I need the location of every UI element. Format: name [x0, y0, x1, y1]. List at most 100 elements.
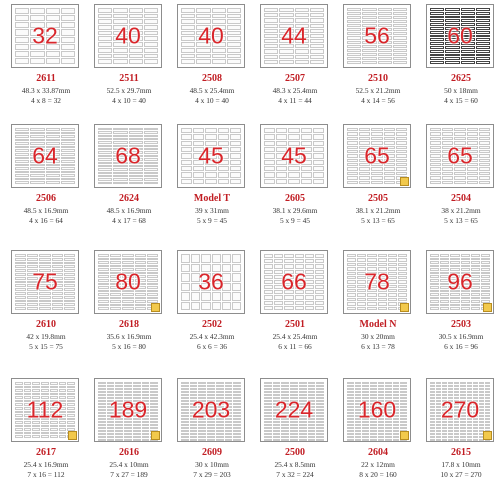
label-sheet-card[interactable]: 80 2618 35.6 x 16.9mm 5 x 16 = 80: [89, 250, 169, 360]
label-cell: [23, 389, 32, 392]
label-cell: [304, 295, 314, 300]
label-cell: [442, 136, 454, 141]
label-sheet-card[interactable]: 78 Model N 30 x 20mm 6 x 13 = 78: [338, 250, 418, 360]
label-cell: [347, 406, 354, 408]
label-sheet-card[interactable]: 40 2511 52.5 x 29.7mm 4 x 10 = 40: [89, 4, 169, 114]
label-sheet-card[interactable]: 45 2605 38.1 x 29.6mm 5 x 9 = 45: [255, 124, 335, 234]
label-cell: [60, 145, 75, 149]
label-cell: [460, 254, 470, 257]
label-count: 4 x 11 = 44: [278, 96, 312, 105]
label-sheet-card[interactable]: 65 2504 38 x 21.2mm 5 x 13 = 65: [421, 124, 500, 234]
label-cell: [466, 149, 478, 154]
label-cell: [143, 138, 158, 141]
label-sheet-card[interactable]: 68 2624 48.5 x 16.9mm 4 x 17 = 68: [89, 124, 169, 234]
label-cell: [98, 307, 110, 310]
label-cell: [480, 289, 490, 293]
label-cell: [51, 254, 63, 257]
label-cell: [264, 415, 272, 417]
label-sheet-card[interactable]: 160 2604 22 x 12mm 8 x 20 = 160: [338, 378, 418, 488]
label-cell: [316, 415, 324, 417]
label-cell: [460, 293, 470, 296]
label-sheet-card[interactable]: 96 2503 30.5 x 16.9mm 6 x 16 = 96: [421, 250, 500, 360]
label-cell: [122, 282, 134, 286]
label-cell: [45, 50, 60, 57]
label-grid: [264, 128, 324, 184]
label-cell: [347, 284, 357, 289]
label-sheet-card[interactable]: 36 2502 25.4 x 42.3mm 6 x 6 = 36: [172, 250, 252, 360]
label-sheet-card[interactable]: 44 2507 48.3 x 25.4mm 4 x 11 = 44: [255, 4, 335, 114]
labels-per-sheet-number: 40: [198, 22, 224, 49]
label-dimensions: 22 x 12mm: [361, 460, 395, 469]
label-cell: [442, 382, 448, 384]
label-cell: [60, 15, 75, 22]
label-grid: [181, 254, 241, 310]
label-sheet-card[interactable]: 75 2610 42 x 19.8mm 5 x 15 = 75: [6, 250, 86, 360]
label-cell: [454, 400, 460, 402]
label-cell: [347, 302, 357, 306]
label-sheet-card[interactable]: 224 2500 25.4 x 8.5mm 7 x 32 = 224: [255, 378, 335, 488]
label-cell: [32, 414, 41, 417]
label-cell: [430, 264, 440, 268]
label-sheet-card[interactable]: 40 2508 48.5 x 25.4mm 4 x 10 = 40: [172, 4, 252, 114]
label-cell: [98, 418, 106, 420]
label-cell: [466, 430, 472, 432]
label-cell: [294, 13, 309, 18]
label-cell: [110, 293, 122, 296]
label-cell: [264, 397, 272, 399]
label-cell: [478, 391, 484, 393]
label-cell: [466, 409, 472, 411]
label-cell: [30, 163, 45, 167]
labels-per-sheet-number: 66: [281, 268, 307, 295]
label-cell: [189, 430, 198, 432]
label-sheet-card[interactable]: 32 2611 48.3 x 33.87mm 4 x 8 = 32: [6, 4, 86, 114]
label-sheet-card[interactable]: 189 2616 25.4 x 10mm 7 x 27 = 189: [89, 378, 169, 488]
label-cell: [436, 382, 442, 384]
label-sheet-card[interactable]: 66 2501 25.4 x 25.4mm 6 x 11 = 66: [255, 250, 335, 360]
label-cell: [264, 269, 274, 274]
label-cell: [30, 174, 45, 177]
label-sheet-card[interactable]: 65 2505 38.1 x 21.2mm 5 x 13 = 65: [338, 124, 418, 234]
label-cell: [470, 300, 480, 303]
label-cell: [193, 134, 205, 140]
label-sheet-card[interactable]: 56 2510 52.5 x 21.2mm 4 x 14 = 56: [338, 4, 418, 114]
label-cell: [15, 382, 23, 385]
label-cell: [207, 439, 215, 441]
label-cell: [211, 47, 226, 53]
label-cell: [316, 433, 324, 435]
label-cell: [264, 13, 279, 18]
labels-per-sheet-number: 270: [440, 396, 480, 423]
label-cell: [233, 421, 241, 423]
label-cell: [314, 300, 324, 305]
label-cell: [385, 430, 392, 432]
label-cell: [23, 406, 32, 410]
label-cell: [274, 274, 284, 279]
label-sheet-card[interactable]: 45 Model T 39 x 31mm 5 x 9 = 45: [172, 124, 252, 234]
label-cell: [141, 439, 150, 441]
label-cell: [146, 254, 158, 257]
label-cell: [150, 382, 158, 384]
label-cell: [41, 392, 49, 396]
label-cell: [221, 292, 231, 301]
label-dimensions: 50 x 18mm: [444, 86, 478, 95]
label-sheet-card[interactable]: 64 2506 48.5 x 16.9mm 4 x 16 = 64: [6, 124, 86, 234]
label-cell: [472, 430, 478, 432]
label-cell: [264, 424, 272, 426]
label-cell: [387, 297, 397, 302]
label-cell: [298, 415, 307, 417]
label-cell: [430, 30, 445, 34]
label-sheet-card[interactable]: 60 2625 50 x 18mm 4 x 15 = 60: [421, 4, 500, 114]
label-cell: [312, 178, 324, 184]
label-sheet-card[interactable]: 203 2609 30 x 10mm 7 x 29 = 203: [172, 378, 252, 488]
label-cell: [430, 145, 442, 149]
label-sheet-card[interactable]: 112 2617 25.4 x 16.9mm 7 x 16 = 112: [6, 378, 86, 488]
label-cell: [347, 20, 362, 24]
label-cell: [272, 385, 281, 387]
label-cell: [387, 275, 397, 280]
label-cell: [181, 292, 191, 301]
label-sheet-card[interactable]: 270 2615 17.8 x 10mm 10 x 27 = 270: [421, 378, 500, 488]
label-cell: [143, 158, 158, 161]
product-code: 2507: [285, 73, 305, 84]
label-cell: [15, 128, 30, 131]
label-cell: [347, 40, 362, 44]
label-cell: [45, 29, 60, 36]
